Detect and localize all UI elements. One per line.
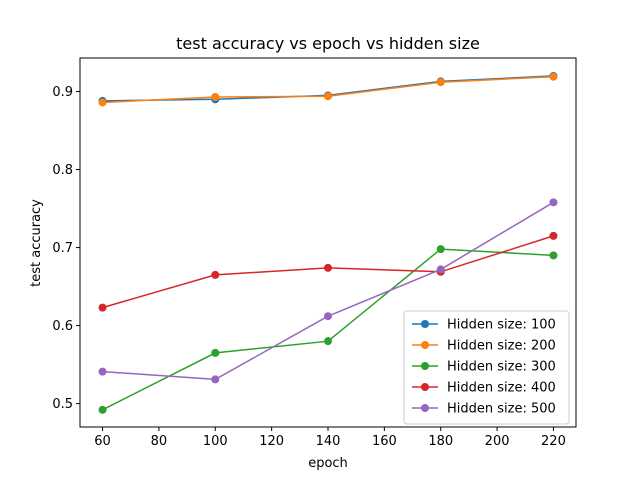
x-tick-label: 60 xyxy=(94,434,111,449)
x-tick-label: 180 xyxy=(428,434,453,449)
data-point xyxy=(324,337,332,346)
series-5 xyxy=(98,198,558,384)
data-point xyxy=(98,98,107,107)
legend-item: Hidden size: 200 xyxy=(412,339,556,354)
legend: Hidden size: 100 Hidden size: 200 Hidden s… xyxy=(403,310,570,425)
legend-label: Hidden size: 300 xyxy=(447,360,556,375)
data-point xyxy=(436,265,445,274)
series-2 xyxy=(98,72,558,107)
x-tick-label: 200 xyxy=(485,434,510,449)
x-axis-label: epoch xyxy=(308,456,348,471)
data-point xyxy=(436,245,445,254)
data-point xyxy=(211,348,220,357)
data-point xyxy=(549,251,558,260)
legend-item: Hidden size: 500 xyxy=(412,402,556,417)
data-point xyxy=(436,78,445,87)
legend-marker-swatch xyxy=(421,341,429,349)
data-point xyxy=(98,405,107,414)
data-point xyxy=(211,270,220,279)
legend-item: Hidden size: 100 xyxy=(412,318,556,333)
x-tick-label: 80 xyxy=(151,434,168,449)
data-point xyxy=(324,263,332,272)
y-tick-label: 0.6 xyxy=(52,319,73,334)
legend-label: Hidden size: 200 xyxy=(447,339,556,354)
legend-marker-swatch xyxy=(421,383,429,391)
data-point xyxy=(211,375,220,384)
x-tick-label: 160 xyxy=(372,434,397,449)
y-tick-label: 0.7 xyxy=(52,241,73,256)
x-tick-label: 140 xyxy=(316,434,341,449)
y-tick-label: 0.8 xyxy=(52,163,73,178)
legend-box xyxy=(403,310,570,425)
data-point xyxy=(324,92,332,101)
x-tick-label: 120 xyxy=(259,434,284,449)
legend-marker-swatch xyxy=(421,362,429,370)
legend-item: Hidden size: 300 xyxy=(412,360,556,375)
legend-label: Hidden size: 400 xyxy=(447,381,556,396)
y-axis: 0.5 0.6 0.7 0.8 0.9 xyxy=(52,85,80,412)
chart-title: test accuracy vs epoch vs hidden size xyxy=(176,34,480,53)
series-layer xyxy=(98,71,558,414)
data-point xyxy=(549,72,558,81)
data-point xyxy=(211,93,220,102)
x-tick-label: 100 xyxy=(203,434,228,449)
legend-label: Hidden size: 500 xyxy=(447,402,556,417)
series-3 xyxy=(98,245,558,414)
x-tick-label: 220 xyxy=(541,434,566,449)
legend-marker-swatch xyxy=(421,404,429,412)
data-point xyxy=(549,231,558,240)
data-point xyxy=(324,312,332,321)
legend-item: Hidden size: 400 xyxy=(412,381,556,396)
data-point xyxy=(549,198,558,207)
legend-label: Hidden size: 100 xyxy=(447,318,556,333)
y-tick-label: 0.9 xyxy=(52,85,73,100)
y-tick-label: 0.5 xyxy=(52,397,73,412)
y-axis-label: test accuracy xyxy=(29,199,44,287)
legend-marker-swatch xyxy=(421,320,429,328)
series-4 xyxy=(98,231,558,312)
x-axis: 60 80 100 120 140 160 180 200 220 xyxy=(94,427,566,449)
data-point xyxy=(98,367,107,376)
data-point xyxy=(98,303,107,312)
